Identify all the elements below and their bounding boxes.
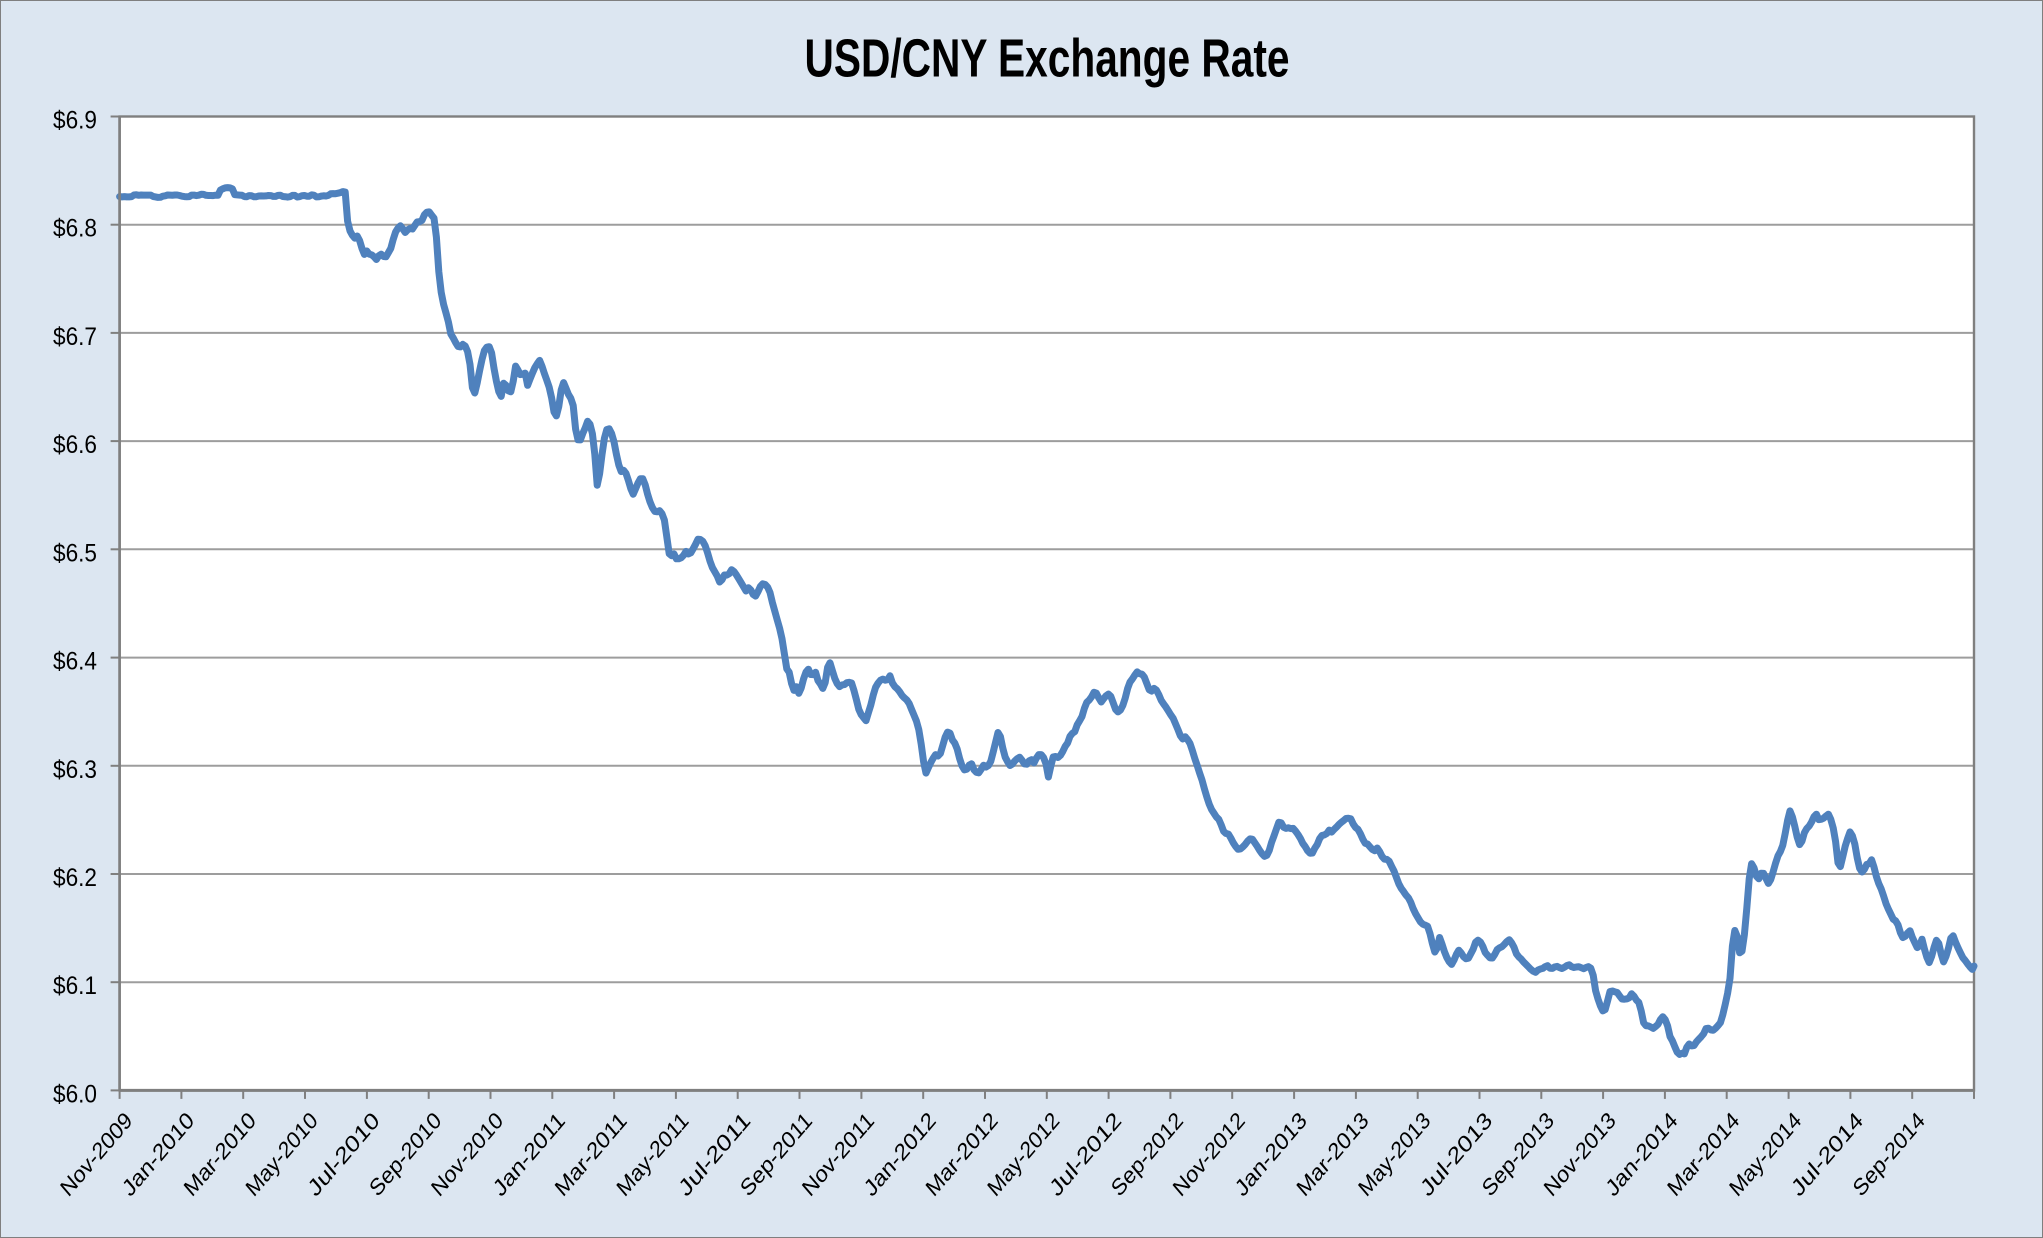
svg-text:$6.4: $6.4 xyxy=(53,647,97,675)
svg-text:$6.3: $6.3 xyxy=(53,755,97,783)
svg-text:$6.9: $6.9 xyxy=(53,106,97,134)
svg-text:$6.8: $6.8 xyxy=(53,214,97,242)
svg-text:$6.5: $6.5 xyxy=(53,539,97,567)
svg-text:USD/CNY Exchange Rate: USD/CNY Exchange Rate xyxy=(804,28,1289,88)
svg-text:$6.1: $6.1 xyxy=(53,972,97,1000)
svg-text:$6.2: $6.2 xyxy=(53,864,97,892)
svg-text:$6.6: $6.6 xyxy=(53,431,97,459)
svg-text:$6.7: $6.7 xyxy=(53,322,97,350)
svg-text:$6.0: $6.0 xyxy=(53,1080,97,1108)
